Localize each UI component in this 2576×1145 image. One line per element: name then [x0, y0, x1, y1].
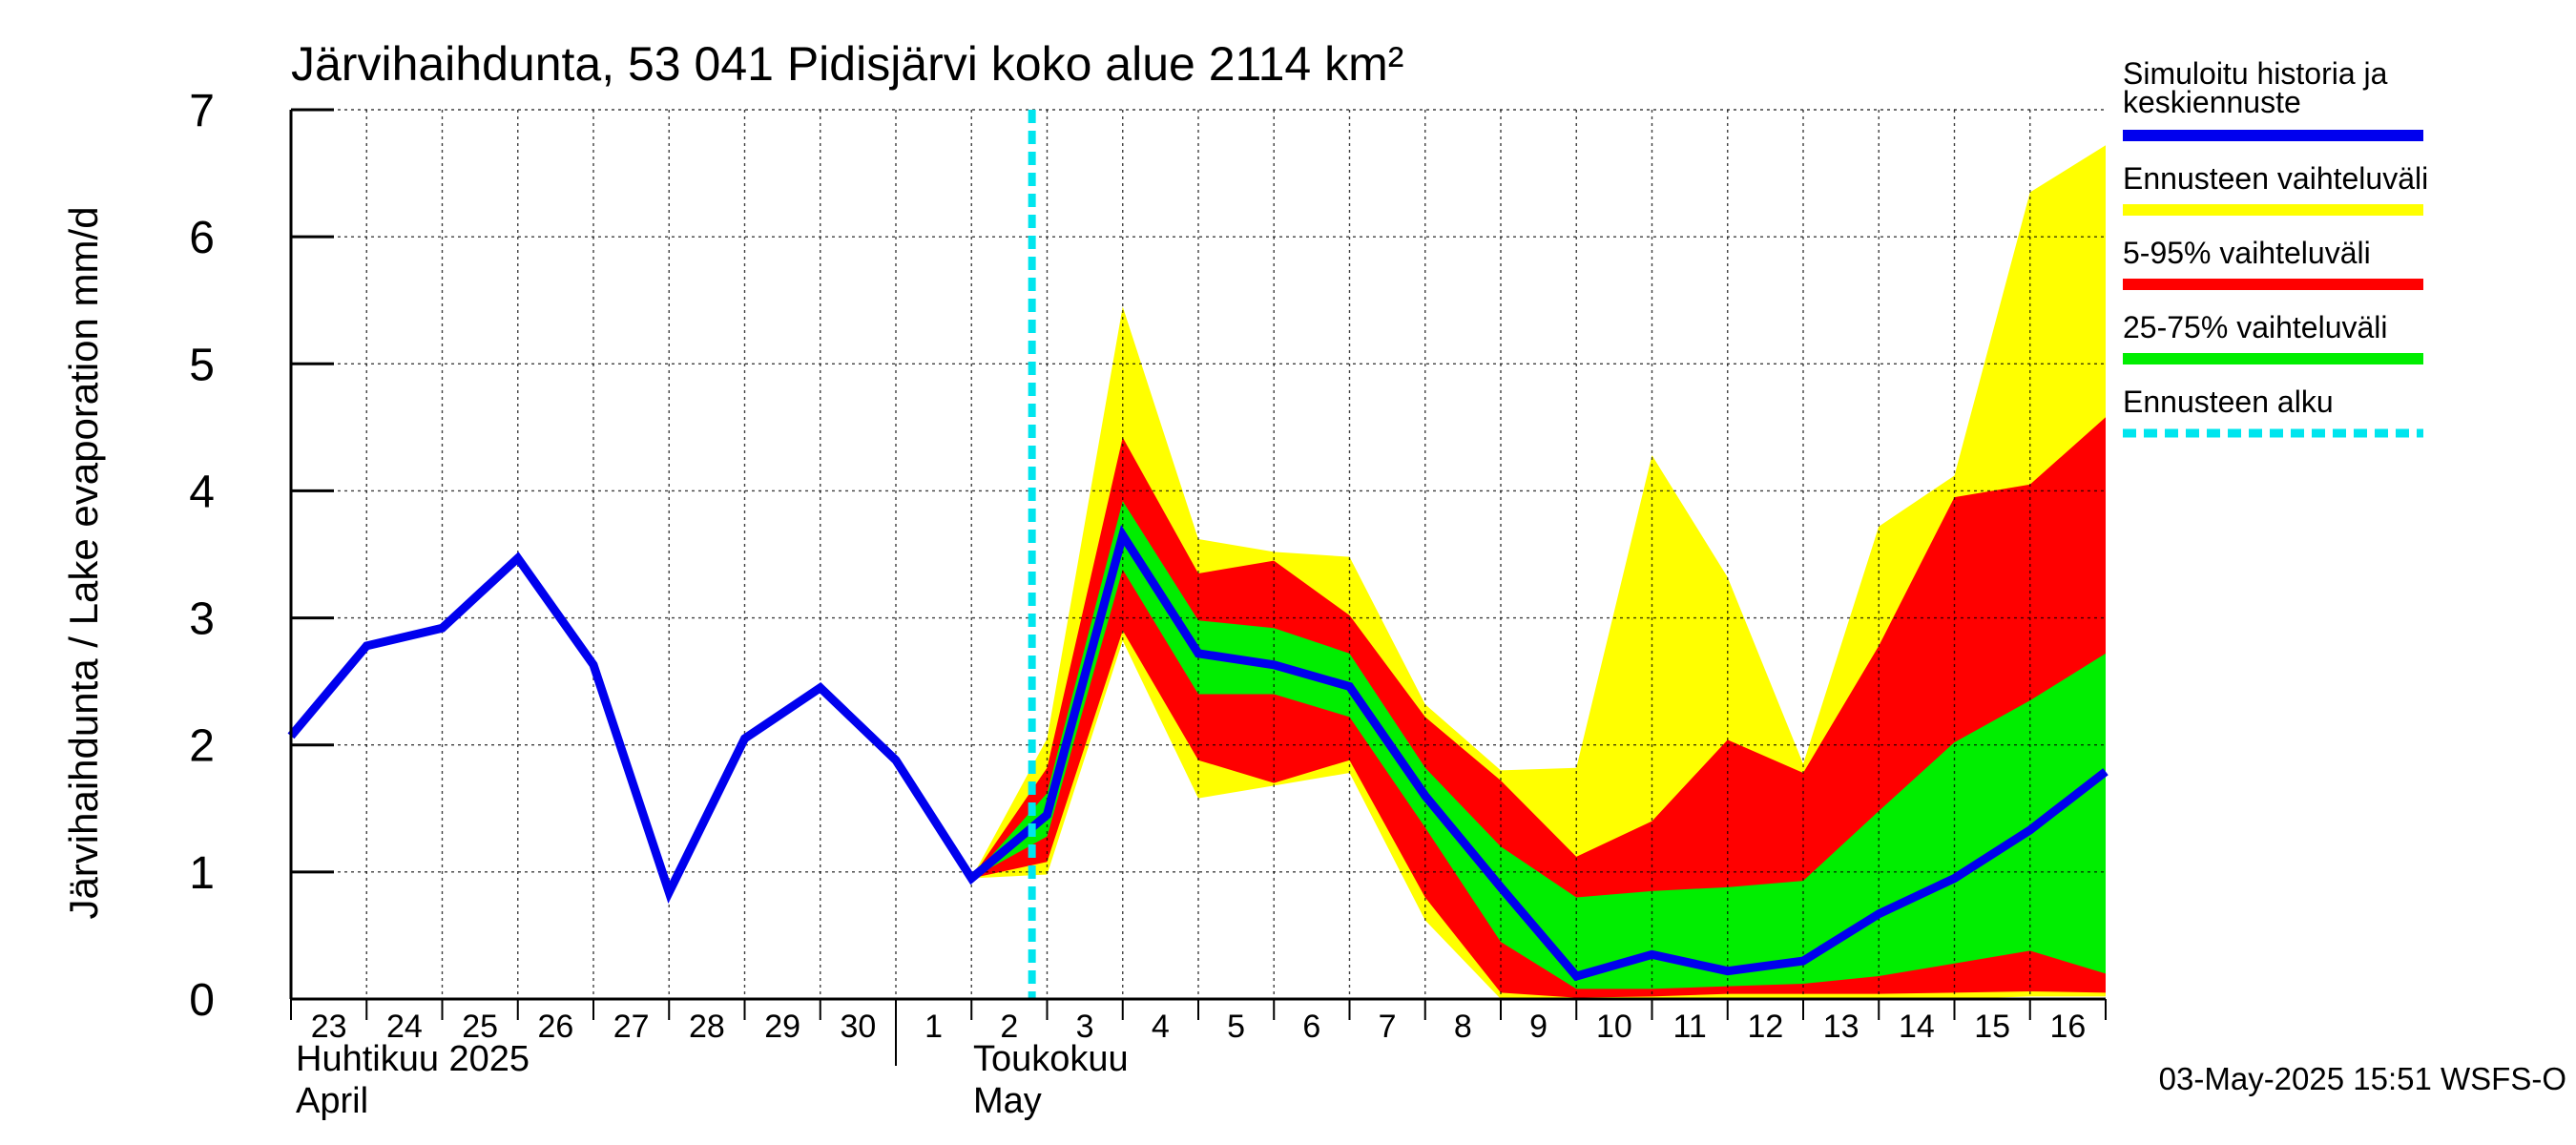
grid: [291, 109, 2106, 999]
x-tick-label: 14: [1899, 1009, 1935, 1045]
y-tick-label: 6: [189, 213, 215, 263]
x-tick-label: 24: [386, 1009, 423, 1045]
legend-label-range: Ennusteen vaihteluväli: [2123, 161, 2428, 196]
x-tick-label: 29: [764, 1009, 800, 1045]
x-tick-label: 30: [840, 1009, 876, 1045]
legend: Simuloitu historia ja keskiennuste Ennus…: [2123, 56, 2428, 438]
band-25-75: [971, 501, 2106, 989]
x-tick-label: 11: [1672, 1009, 1706, 1045]
y-tick-label: 1: [189, 848, 215, 899]
x-tick-label: 6: [1302, 1009, 1320, 1045]
y-tick-label: 2: [189, 721, 215, 772]
legend-label-25-75: 25-75% vaihteluväli: [2123, 310, 2388, 344]
x-tick-label: 3: [1076, 1009, 1094, 1045]
x-tick-label: 1: [924, 1009, 943, 1045]
band-5-95: [971, 417, 2106, 998]
forecast-bands: [971, 145, 2106, 999]
x-tick-label: 23: [311, 1009, 347, 1045]
legend-label-forecast-start: Ennusteen alku: [2123, 385, 2334, 419]
x-tick-label: 8: [1454, 1009, 1472, 1045]
x-tick-label: 10: [1596, 1009, 1632, 1045]
y-tick-label: 0: [189, 975, 215, 1026]
legend-label-5-95: 5-95% vaihteluväli: [2123, 236, 2371, 270]
chart-title: Järvihaihdunta, 53 041 Pidisjärvi koko a…: [291, 37, 1403, 91]
timestamp: 03-May-2025 15:51 WSFS-O: [2159, 1061, 2566, 1096]
month-label-april-line1: Huhtikuu 2025: [296, 1039, 530, 1079]
y-axis-label: Järvihaihdunta / Lake evaporation mm/d: [61, 206, 106, 919]
y-tick-label: 4: [189, 467, 215, 517]
y-tick-label: 7: [189, 86, 215, 136]
x-tick-label: 7: [1379, 1009, 1397, 1045]
x-tick-label: 2: [1000, 1009, 1018, 1045]
x-tick-label: 27: [613, 1009, 650, 1045]
x-tick-label: 13: [1823, 1009, 1859, 1045]
y-tick-label: 5: [189, 340, 215, 390]
legend-label-history: Simuloitu historia ja: [2123, 56, 2388, 91]
x-tick-label: 16: [2049, 1009, 2086, 1045]
x-tick-label: 9: [1529, 1009, 1548, 1045]
x-tick-label: 12: [1747, 1009, 1783, 1045]
x-tick-label: 15: [1974, 1009, 2010, 1045]
x-tick-label: 4: [1152, 1009, 1170, 1045]
x-tick-label: 5: [1227, 1009, 1245, 1045]
x-tick-label: 25: [462, 1009, 498, 1045]
x-tick-label: 28: [689, 1009, 725, 1045]
month-label-april-line2: April: [296, 1081, 368, 1121]
month-label-may-line1: Toukokuu: [973, 1039, 1129, 1079]
history-series: [287, 525, 2109, 982]
history-line: [287, 525, 2109, 982]
legend-label-history-2: keskiennuste: [2123, 85, 2301, 119]
month-label-may-line2: May: [973, 1081, 1042, 1121]
x-tick-label: 26: [537, 1009, 573, 1045]
y-tick-label: 3: [189, 594, 215, 645]
